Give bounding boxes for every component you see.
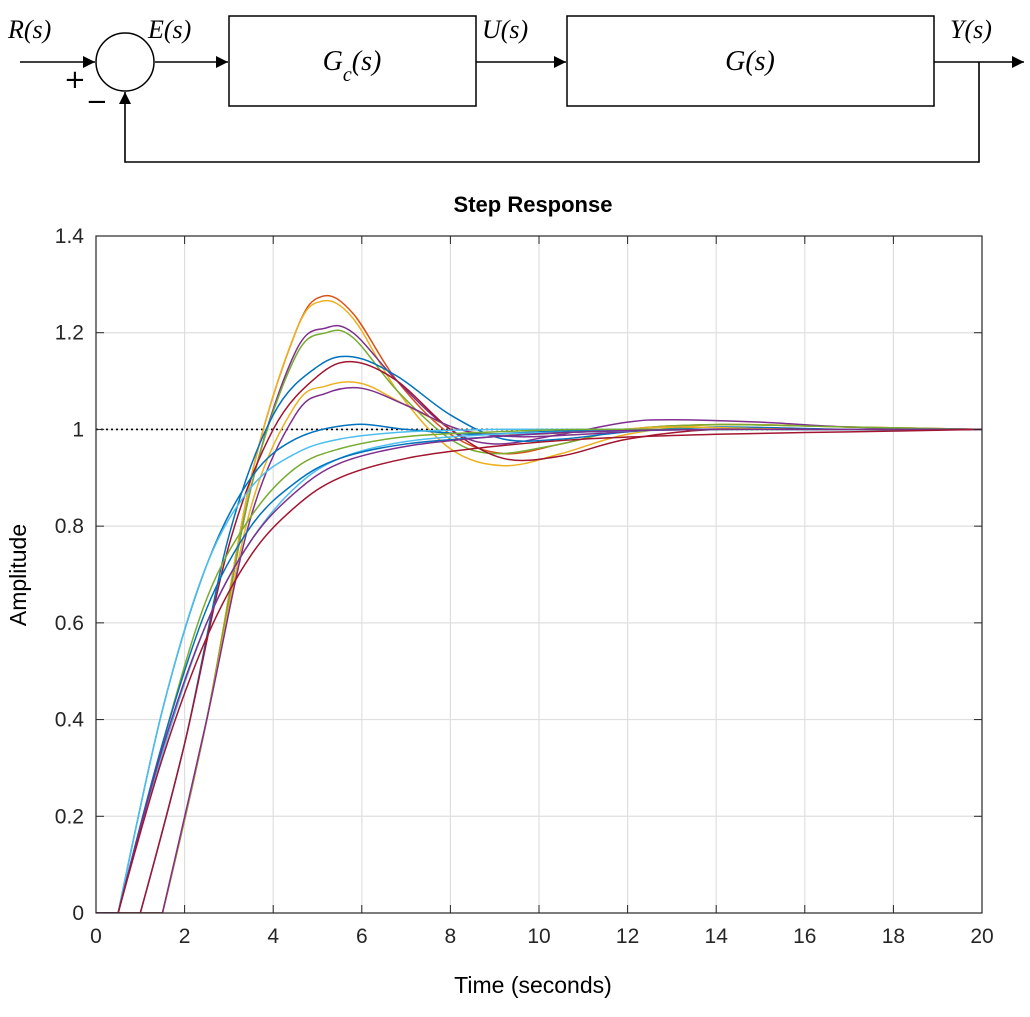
y-tick-label: 0	[72, 902, 84, 925]
y-axis-ticks: 0 0.2 0.4 0.6 0.8 1 1.2 1.4	[55, 225, 982, 925]
series-line-response-14	[96, 428, 982, 913]
x-axis-label: Time (seconds)	[454, 972, 612, 998]
summing-junction	[95, 32, 155, 92]
series-group	[96, 294, 982, 913]
feedback-path	[119, 62, 980, 163]
x-tick-label: 14	[705, 925, 729, 948]
output-label: Y(s)	[950, 15, 992, 44]
x-tick-label: 0	[90, 925, 102, 948]
x-tick-label: 18	[882, 925, 905, 948]
control-label: U(s)	[482, 15, 528, 44]
y-tick-label: 1.4	[55, 225, 85, 248]
y-tick-label: 0.6	[55, 612, 84, 635]
y-tick-label: 0.8	[55, 515, 84, 538]
controller-block	[228, 15, 477, 107]
y-tick-label: 1	[72, 418, 84, 441]
plant-label: G(s)	[725, 46, 775, 77]
x-tick-label: 12	[616, 925, 639, 948]
x-tick-label: 2	[179, 925, 191, 948]
plant-block	[566, 15, 935, 107]
series-line-response-4	[96, 329, 982, 913]
input-label: R(s)	[7, 15, 51, 44]
plus-sign: +	[64, 65, 86, 95]
x-tick-label: 4	[267, 925, 279, 948]
y-axis-label: Amplitude	[5, 524, 31, 626]
y-tick-label: 1.2	[55, 322, 84, 345]
x-axis-ticks: 0 2 4 6 8 10 12 14 16 18 20	[90, 236, 994, 948]
minus-sign: −	[86, 87, 108, 117]
controller-label: Gc(s)	[323, 46, 382, 86]
grid	[96, 236, 982, 913]
x-tick-label: 6	[356, 925, 368, 948]
x-tick-label: 16	[793, 925, 816, 948]
y-tick-label: 0.4	[55, 709, 85, 732]
chart-title: Step Response	[454, 192, 613, 217]
series-line-response-15	[96, 428, 982, 913]
y-tick-label: 0.2	[55, 805, 84, 828]
step-response-chart: Step Response 0 2 4 6 8 10 12 14 16 18 20 00.20.40…	[5, 192, 994, 998]
error-label: E(s)	[147, 15, 191, 44]
x-tick-label: 20	[970, 925, 993, 948]
x-tick-label: 10	[527, 925, 550, 948]
block-diagram: R(s) E(s) U(s) Y(s) Gc(s) G(s) + −	[7, 15, 1024, 163]
x-tick-label: 8	[445, 925, 457, 948]
